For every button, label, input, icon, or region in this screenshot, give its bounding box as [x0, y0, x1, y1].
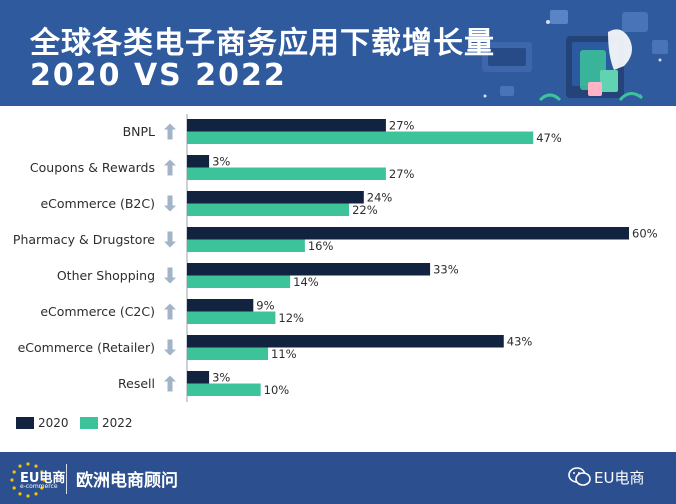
data-label: 60%: [632, 227, 658, 241]
trend-up-arrow-icon: [164, 303, 176, 320]
footer-bar: EU电商 e-commerce 欧洲电商顾问 EU电商: [0, 452, 676, 504]
logo-star: [26, 462, 30, 466]
logo-star: [12, 486, 16, 490]
logo-star: [34, 464, 38, 468]
data-label: 9%: [256, 299, 274, 313]
header-banner: 全球各类电子商务应用下载增长量 2020 VS 2022: [0, 0, 676, 106]
wechat-icon: [568, 467, 591, 486]
legend-swatch-2020: [16, 417, 34, 429]
trend-down-arrow-icon: [164, 339, 176, 356]
logo-star: [12, 470, 16, 474]
chart-title: 全球各类电子商务应用下载增长量: [30, 26, 495, 61]
logo-star: [18, 464, 22, 468]
legend-label-2020: 2020: [38, 416, 69, 430]
bar-2022: [187, 383, 261, 396]
data-label: 3%: [212, 371, 230, 385]
logo-star: [34, 492, 38, 496]
logo-star: [42, 478, 46, 482]
data-label: 43%: [507, 335, 533, 349]
wechat-account: EU电商: [594, 469, 645, 487]
brand-name: 欧洲电商顾问: [76, 471, 178, 491]
bar-2020: [187, 335, 504, 348]
bar-2020: [187, 227, 629, 240]
bar-2022: [187, 131, 534, 144]
bar-2022: [187, 347, 269, 360]
trend-down-arrow-icon: [164, 195, 176, 212]
category-label: Resell: [118, 376, 155, 391]
bar-2022: [187, 203, 350, 216]
category-label: BNPL: [123, 124, 155, 139]
legend-swatch-2022: [80, 417, 98, 429]
data-label: 22%: [352, 203, 378, 217]
data-label: 12%: [278, 311, 304, 325]
data-label: 27%: [389, 167, 415, 181]
data-label: 27%: [389, 119, 415, 133]
category-label: Pharmacy & Drugstore: [13, 232, 155, 247]
bar-2020: [187, 263, 431, 276]
logo-text: EU电商: [20, 471, 66, 486]
trend-up-arrow-icon: [164, 123, 176, 140]
trend-up-arrow-icon: [164, 159, 176, 176]
data-label: 3%: [212, 155, 230, 169]
footer-divider: [66, 464, 67, 494]
category-label: eCommerce (Retailer): [18, 340, 155, 355]
bar-2020: [187, 155, 210, 168]
data-label: 47%: [536, 131, 562, 145]
category-label: Coupons & Rewards: [30, 160, 155, 175]
bar-2020: [187, 119, 386, 132]
category-label: eCommerce (B2C): [40, 196, 155, 211]
data-label: 11%: [271, 347, 297, 361]
bar-2020: [187, 299, 254, 312]
logo-star: [40, 470, 44, 474]
category-label: eCommerce (C2C): [40, 304, 155, 319]
trend-up-arrow-icon: [164, 375, 176, 392]
shopping-illustration: [482, 10, 668, 102]
legend: 2020 2022: [16, 416, 133, 430]
bar-2022: [187, 311, 276, 324]
data-label: 14%: [293, 275, 319, 289]
logo-star: [10, 478, 14, 482]
logo-star: [40, 486, 44, 490]
logo-star: [26, 494, 30, 498]
data-label: 33%: [433, 263, 459, 277]
legend-label-2022: 2022: [102, 416, 133, 430]
data-label: 24%: [367, 191, 393, 205]
data-label: 10%: [264, 383, 290, 397]
bar-chart: BNPL Coupons & Rewards eCommerce (B2C) Phar…: [13, 114, 658, 430]
data-label: 16%: [308, 239, 334, 253]
bar-2022: [187, 239, 305, 252]
bar-2020: [187, 191, 364, 204]
trend-down-arrow-icon: [164, 267, 176, 284]
chart-subtitle: 2020 VS 2022: [30, 58, 287, 93]
category-label: Other Shopping: [57, 268, 155, 283]
bar-2022: [187, 167, 386, 180]
logo-star: [18, 492, 22, 496]
bar-2020: [187, 371, 210, 384]
logo-subtext: e-commerce: [20, 483, 58, 490]
bar-2022: [187, 275, 291, 288]
eu-stars-logo-icon: [10, 462, 46, 498]
trend-down-arrow-icon: [164, 231, 176, 248]
